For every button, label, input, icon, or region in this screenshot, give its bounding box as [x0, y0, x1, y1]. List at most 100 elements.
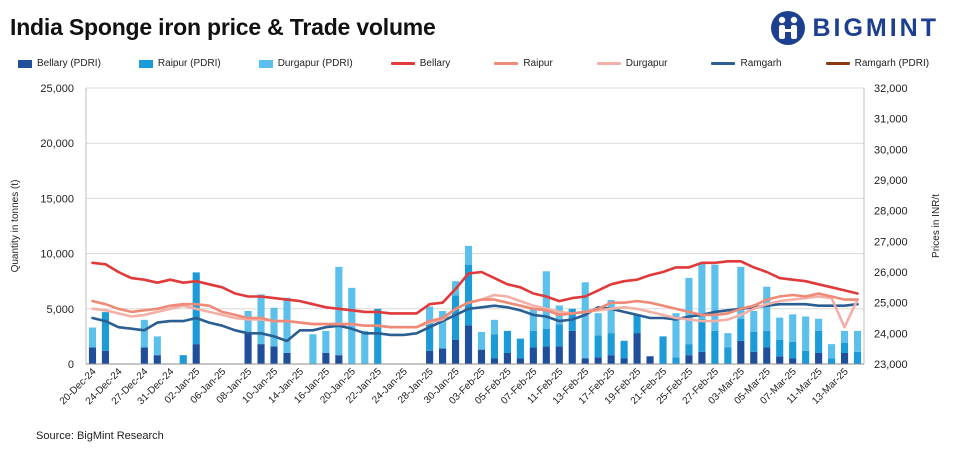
bar-raipur-pdri — [659, 336, 667, 364]
bar-raipur-pdri — [594, 335, 602, 358]
line-ramgarh — [91, 302, 859, 343]
bar-raipur-pdri — [529, 330, 537, 348]
bar-raipur-pdri — [374, 308, 382, 364]
y-right-tick-label: 25,000 — [874, 298, 908, 310]
bar-raipur-pdri — [672, 357, 680, 364]
bar-raipur-pdri — [711, 330, 719, 364]
bar-durgapur-pdri — [490, 319, 499, 335]
bar-durgapur-pdri — [789, 314, 797, 342]
bar-durgapur-pdri — [724, 333, 732, 348]
bar-durgapur-pdri — [815, 318, 823, 331]
bar-bellary-pdri — [464, 325, 473, 364]
chart-title: India Sponge iron price & Trade volume — [10, 14, 436, 40]
chart-legend: Bellary (PDRI) Raipur (PDRI) Durgapur (P… — [18, 58, 929, 69]
brand-logo: BIGMINT — [770, 10, 939, 46]
bar-bellary-pdri — [594, 357, 602, 364]
y-left-tick-label: 0 — [68, 359, 74, 371]
legend-label: Bellary — [419, 58, 451, 69]
bar-bellary-pdri — [607, 355, 615, 364]
bar-bellary-pdri — [439, 348, 447, 364]
bar-raipur-pdri — [464, 264, 473, 326]
bar-durgapur-pdri — [607, 299, 615, 334]
bar-durgapur-pdri — [698, 263, 706, 319]
bar-bellary-pdri — [529, 347, 537, 364]
bar-bellary-pdri — [192, 344, 200, 364]
bar-durgapur-pdri — [802, 316, 810, 351]
bar-raipur-pdri — [685, 344, 693, 356]
bar-bellary-pdri — [451, 339, 460, 364]
bar-raipur-pdri — [853, 351, 862, 364]
bar-durgapur-pdri — [672, 313, 680, 358]
bar-raipur-pdri — [763, 330, 771, 348]
legend-label: Ramgarh — [740, 58, 782, 69]
bar-durgapur-pdri — [776, 317, 784, 340]
bar-bellary-pdri — [737, 340, 745, 364]
legend-item-ramgarh: Ramgarh — [711, 58, 782, 69]
legend-swatch — [711, 62, 736, 65]
bar-durgapur-pdri — [426, 306, 434, 324]
legend-item-raipur: Raipur — [494, 58, 553, 69]
bar-bellary-pdri — [685, 355, 693, 364]
bar-raipur-pdri — [490, 334, 499, 359]
legend-label: Ramgarh (PDRI) — [854, 58, 930, 69]
y-left-tick-label: 5,000 — [46, 304, 74, 316]
bar-durgapur-pdri — [88, 327, 97, 348]
bar-bellary-pdri — [322, 352, 330, 364]
y-left-tick-label: 25,000 — [40, 83, 74, 95]
legend-item-raipur-pdri: Raipur (PDRI) — [138, 58, 221, 69]
line-bellary — [91, 259, 859, 315]
bar-bellary-pdri — [815, 352, 823, 364]
y-right-tick-label: 26,000 — [874, 267, 908, 279]
bar-durgapur-pdri — [309, 334, 317, 364]
bar-raipur-pdri — [633, 315, 641, 334]
bar-bellary-pdri — [633, 333, 641, 364]
bar-bellary-pdri — [620, 358, 628, 364]
bar-raipur-pdri — [607, 333, 615, 356]
bar-raipur-pdri — [737, 318, 745, 341]
bar-raipur-pdri — [698, 318, 706, 352]
bar-durgapur-pdri — [270, 307, 278, 347]
bar-bellary-pdri — [750, 351, 758, 364]
bar-raipur-pdri — [101, 312, 110, 351]
y-right-tick-label: 28,000 — [874, 206, 908, 218]
bar-durgapur-pdri — [853, 330, 862, 352]
y-left-tick-label: 15,000 — [40, 193, 74, 205]
legend-swatch — [494, 62, 519, 65]
bar-bellary-pdri — [335, 355, 343, 364]
bar-raipur-pdri — [802, 350, 810, 364]
bar-durgapur-pdri — [737, 266, 745, 319]
logo-wordmark: BIGMINT — [812, 13, 939, 42]
bar-raipur-pdri — [516, 338, 524, 359]
bar-durgapur-pdri — [348, 287, 356, 364]
bar-durgapur-pdri — [361, 330, 369, 364]
bar-durgapur-pdri — [153, 336, 161, 356]
legend-item-durgapur: Durgapur — [596, 58, 667, 69]
bar-durgapur-pdri — [711, 264, 719, 331]
bar-durgapur-pdri — [140, 319, 148, 348]
bar-raipur-pdri — [542, 328, 550, 347]
bar-durgapur-pdri — [322, 330, 330, 353]
legend-label: Raipur (PDRI) — [157, 58, 221, 69]
legend-swatch — [18, 59, 32, 68]
y-right-tick-label: 27,000 — [874, 236, 908, 248]
bar-bellary-pdri — [503, 352, 511, 364]
y-right-tick-label: 24,000 — [874, 328, 908, 340]
legend-item-durgapur-pdri: Durgapur (PDRI) — [258, 58, 353, 69]
bar-durgapur-pdri — [763, 286, 771, 331]
legend-item-ramgarh-pdri: Ramgarh (PDRI) — [825, 58, 930, 69]
source-note: Source: BigMint Research — [36, 430, 164, 442]
bar-bellary-pdri — [581, 358, 589, 364]
bar-raipur-pdri — [789, 341, 797, 359]
bar-bellary-pdri — [568, 330, 576, 364]
bar-bellary-pdri — [426, 350, 434, 364]
y-right-tick-label: 23,000 — [874, 359, 908, 371]
bigmint-logo-icon — [771, 11, 806, 45]
y-right-tick-label: 30,000 — [874, 144, 908, 156]
bar-bellary-pdri — [555, 346, 563, 364]
bar-raipur-pdri — [426, 323, 434, 351]
line-raipur — [91, 292, 859, 329]
bar-raipur-pdri — [815, 330, 823, 353]
bar-bellary-pdri — [88, 347, 97, 364]
bar-raipur-pdri — [179, 355, 187, 364]
